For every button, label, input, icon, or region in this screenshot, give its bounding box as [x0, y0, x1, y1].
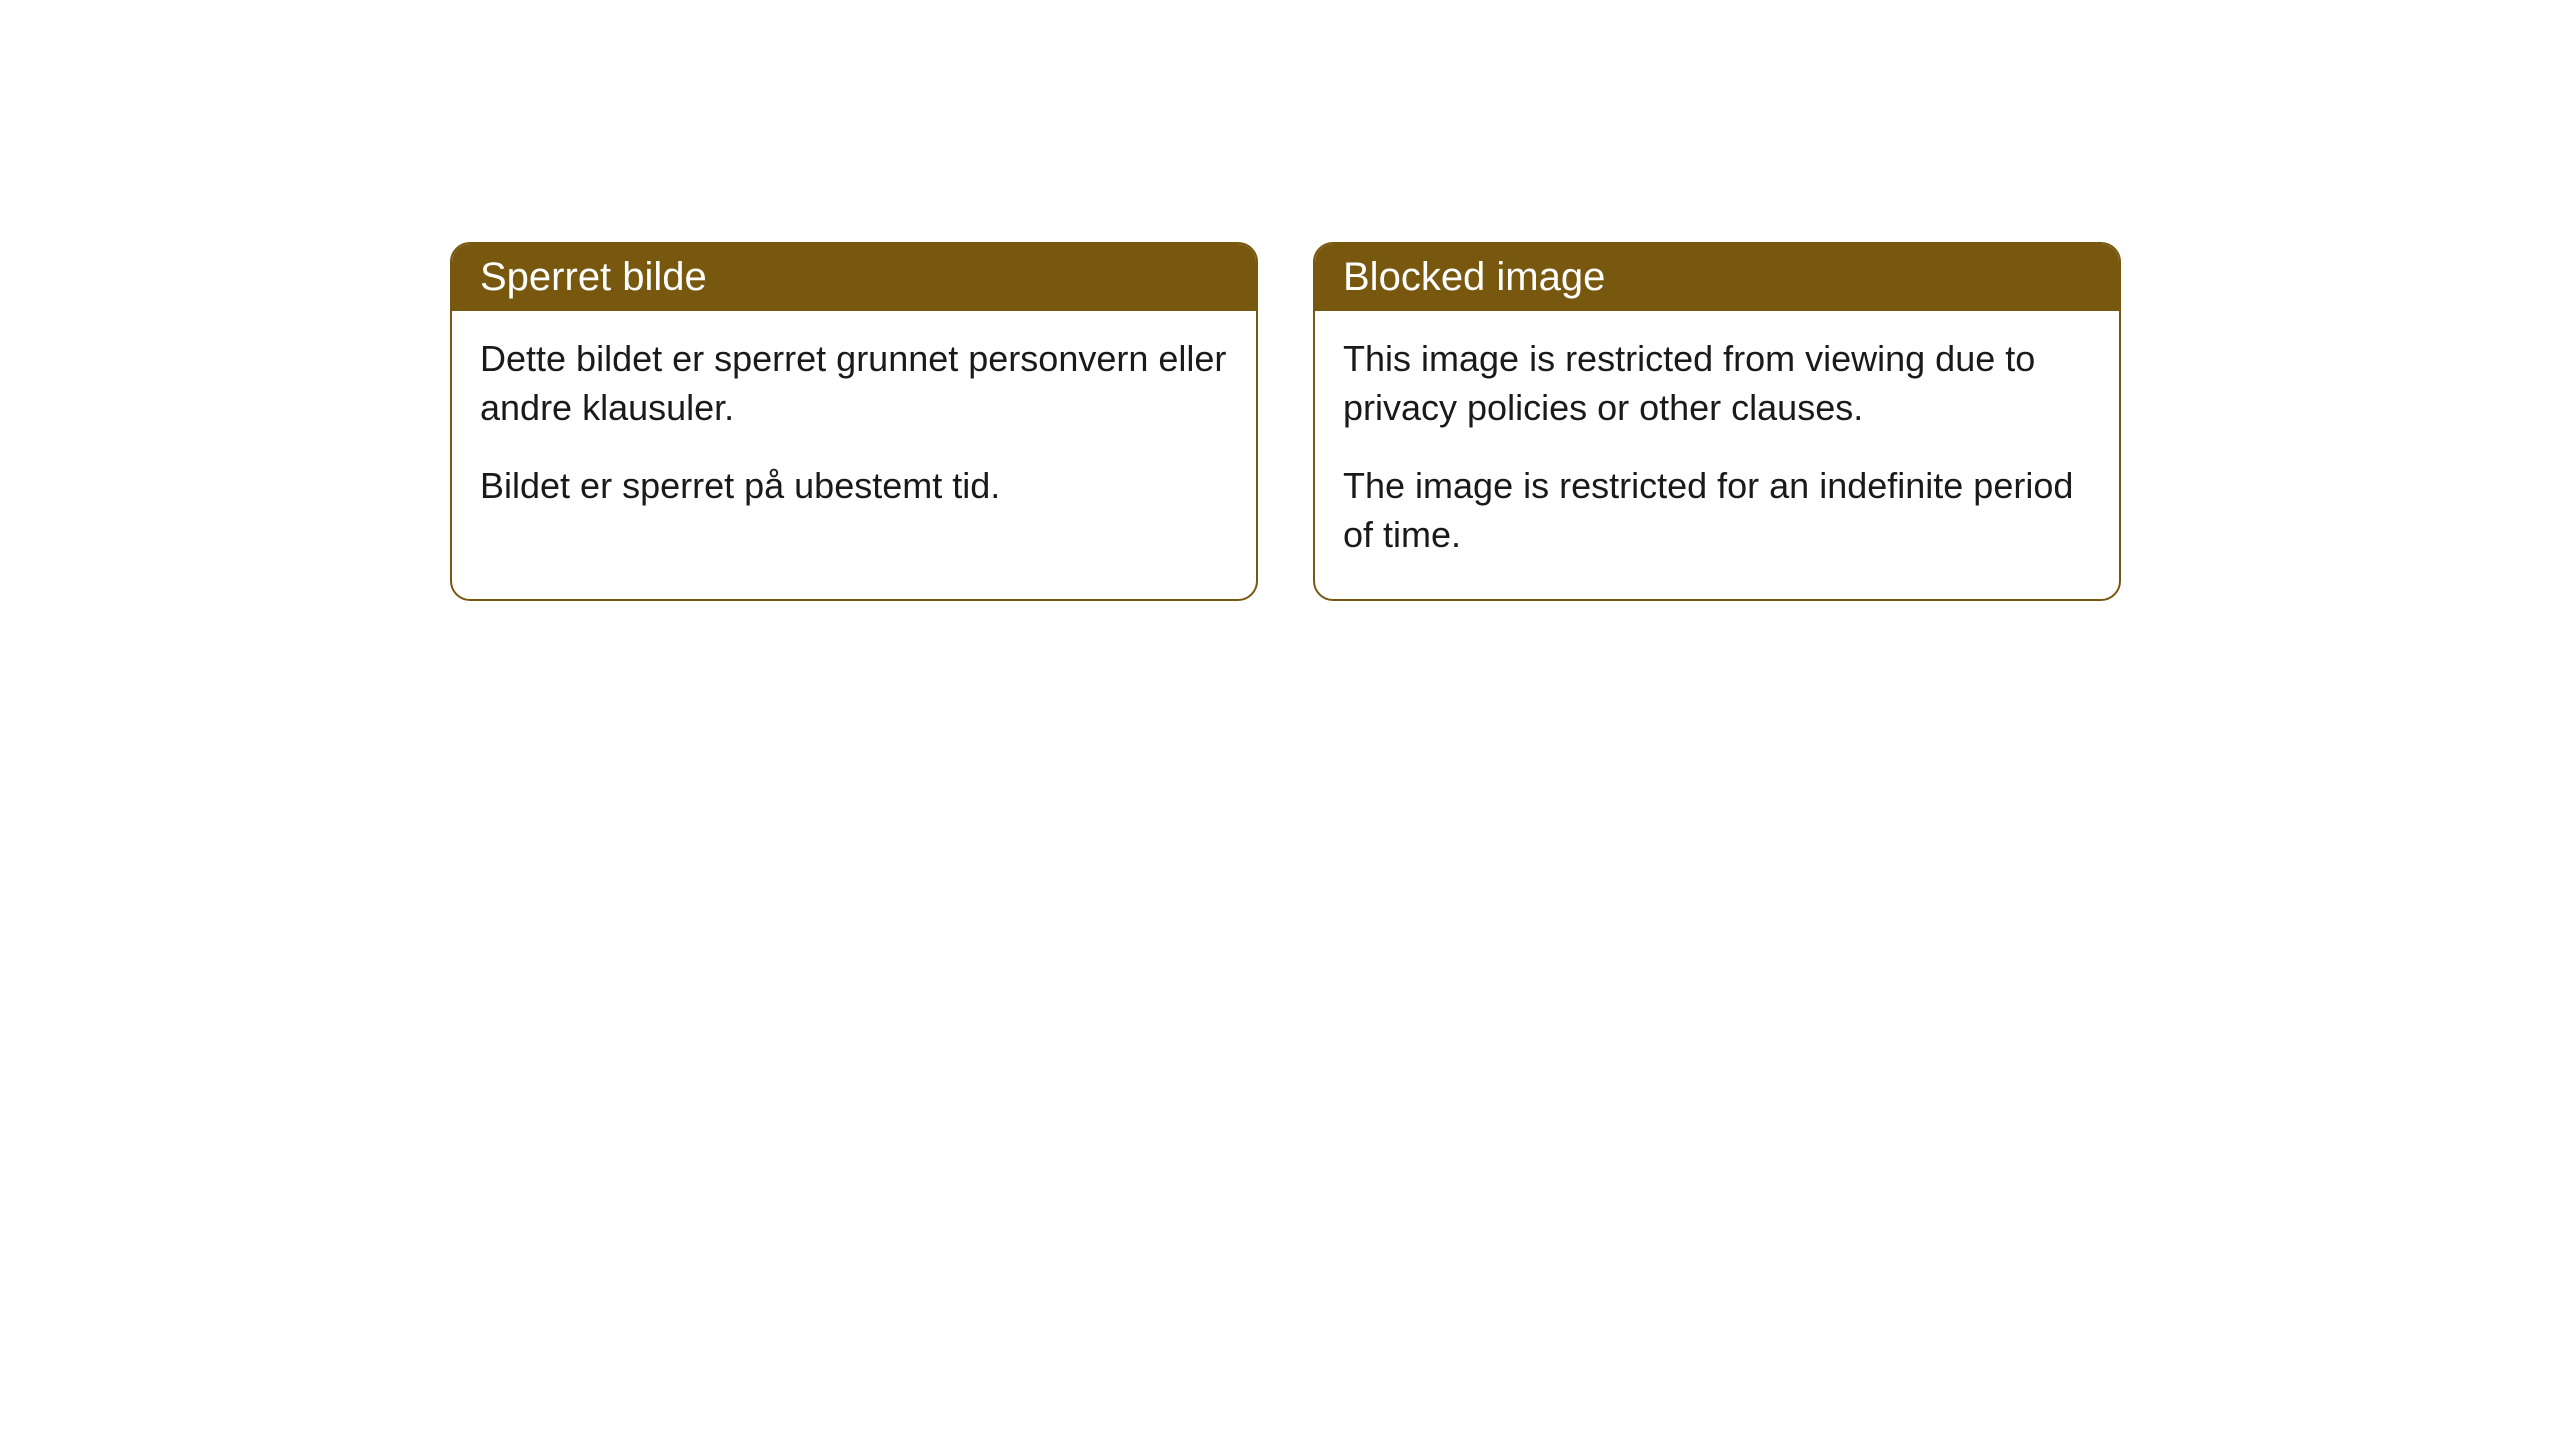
card-body: Dette bildet er sperret grunnet personve…	[452, 311, 1256, 551]
notice-card-norwegian: Sperret bilde Dette bildet er sperret gr…	[450, 242, 1258, 601]
card-paragraph: Dette bildet er sperret grunnet personve…	[480, 335, 1228, 432]
card-paragraph: This image is restricted from viewing du…	[1343, 335, 2091, 432]
card-paragraph: The image is restricted for an indefinit…	[1343, 462, 2091, 559]
card-title: Sperret bilde	[480, 255, 707, 299]
card-body: This image is restricted from viewing du…	[1315, 311, 2119, 599]
notice-cards-container: Sperret bilde Dette bildet er sperret gr…	[450, 242, 2121, 601]
card-header: Blocked image	[1315, 244, 2119, 311]
notice-card-english: Blocked image This image is restricted f…	[1313, 242, 2121, 601]
card-header: Sperret bilde	[452, 244, 1256, 311]
card-paragraph: Bildet er sperret på ubestemt tid.	[480, 462, 1228, 511]
card-title: Blocked image	[1343, 255, 1605, 299]
